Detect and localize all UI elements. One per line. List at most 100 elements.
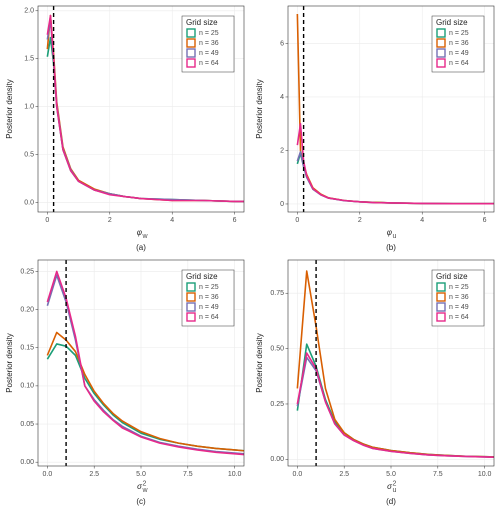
x-axis-label-sub: w: [142, 233, 149, 240]
y-tick-label: 2: [280, 147, 284, 154]
y-tick-label: 0.75: [270, 290, 284, 297]
y-tick-label: 0.50: [270, 345, 284, 352]
legend-key: [186, 312, 196, 322]
legend-label: n = 36: [199, 294, 219, 301]
legend-label: n = 25: [199, 30, 219, 37]
legend-key: [186, 28, 196, 38]
x-axis-label: φ: [137, 228, 142, 237]
y-axis-label: Posterior density: [5, 333, 14, 393]
legend-label: n = 49: [199, 50, 219, 57]
x-tick-label: 4: [170, 217, 174, 224]
plot-border: [287, 259, 495, 467]
y-tick-label: 0.5: [24, 151, 34, 158]
legend-key: [436, 302, 446, 312]
y-tick-label: 0.00: [270, 456, 284, 463]
plot-border: [37, 259, 245, 467]
panel-caption: (a): [136, 243, 146, 252]
series-line: [46, 14, 244, 203]
x-tick-label: 7.5: [433, 471, 443, 478]
y-axis-label: Posterior density: [5, 79, 14, 139]
x-tick-label: 2: [358, 217, 362, 224]
y-tick-label: 0: [280, 201, 284, 208]
y-tick-label: 1.5: [24, 56, 34, 63]
legend-key: [436, 312, 446, 322]
legend-label: n = 64: [449, 60, 469, 67]
legend-key: [436, 282, 446, 292]
series-line: [46, 331, 245, 452]
y-axis-label: Posterior density: [255, 333, 264, 393]
x-tick-label: 0.0: [42, 471, 52, 478]
legend-label: n = 25: [449, 30, 469, 37]
y-axis-label: Posterior density: [255, 79, 264, 139]
panel-caption: (d): [386, 497, 396, 506]
y-tick-label: 0.10: [20, 383, 34, 390]
panel-caption: (c): [136, 497, 146, 506]
legend-key: [186, 292, 196, 302]
y-tick-label: 0.20: [20, 306, 34, 313]
x-axis-label-sup: 2: [393, 480, 397, 487]
panel: 0.00 0.05 0.10 0.15 0.20 0.25 0.0 2.5 5.0 7.5 10.0…: [5, 259, 245, 506]
legend-title: Grid size: [186, 18, 218, 27]
legend-key: [436, 58, 446, 68]
x-axis-label: σ: [137, 482, 143, 491]
x-axis-label-sup: 2: [143, 480, 147, 487]
x-axis-label-sub: u: [393, 233, 397, 240]
y-tick-label: 1.0: [24, 103, 34, 110]
x-tick-label: 0: [45, 217, 49, 224]
legend-label: n = 36: [449, 294, 469, 301]
legend-key: [186, 38, 196, 48]
y-tick-label: 4: [280, 94, 284, 101]
x-axis-label: σ: [387, 482, 393, 491]
legend-key: [436, 292, 446, 302]
x-tick-label: 2: [108, 217, 112, 224]
plot-border: [37, 5, 245, 213]
legend-key: [436, 28, 446, 38]
series-line: [296, 122, 494, 205]
legend-label: n = 25: [449, 284, 469, 291]
legend-label: n = 49: [449, 304, 469, 311]
x-tick-label: 10.0: [478, 471, 492, 478]
x-tick-label: 2.5: [89, 471, 99, 478]
x-axis-label: φ: [387, 228, 392, 237]
legend-label: n = 49: [449, 50, 469, 57]
panel: 0.0 0.5 1.0 1.5 2.0 0 2 4 6 φ w Posterior density (a…: [5, 5, 245, 252]
panel: 0.00 0.25 0.50 0.75 0.0 2.5 5.0 7.5 10.0 σ 2u Poste…: [255, 259, 495, 506]
x-tick-label: 5.0: [136, 471, 146, 478]
y-tick-label: 0.00: [20, 459, 34, 466]
series-line: [296, 352, 495, 458]
legend-label: n = 36: [199, 40, 219, 47]
x-tick-label: 6: [233, 217, 237, 224]
legend-title: Grid size: [186, 272, 218, 281]
x-tick-label: 0.0: [292, 471, 302, 478]
x-tick-label: 0: [295, 217, 299, 224]
x-tick-label: 5.0: [386, 471, 396, 478]
legend-label: n = 25: [199, 284, 219, 291]
x-tick-label: 6: [483, 217, 487, 224]
legend-key: [436, 48, 446, 58]
legend-label: n = 64: [449, 314, 469, 321]
legend-key: [186, 48, 196, 58]
legend-title: Grid size: [436, 18, 468, 27]
y-tick-label: 0.25: [270, 401, 284, 408]
legend-key: [186, 302, 196, 312]
x-axis-label-sub: w: [142, 487, 149, 494]
legend-key: [436, 38, 446, 48]
plot-border: [287, 5, 495, 213]
x-axis-label-sub: u: [393, 487, 397, 494]
panel-caption: (b): [386, 243, 396, 252]
x-tick-label: 4: [420, 217, 424, 224]
y-tick-label: 0.05: [20, 421, 34, 428]
y-tick-label: 2.0: [24, 8, 34, 15]
legend-title: Grid size: [436, 272, 468, 281]
y-tick-label: 0.0: [24, 199, 34, 206]
legend-label: n = 49: [199, 304, 219, 311]
legend-label: n = 64: [199, 314, 219, 321]
x-tick-label: 10.0: [228, 471, 242, 478]
series-line: [46, 270, 245, 456]
y-tick-label: 0.25: [20, 268, 34, 275]
y-tick-label: 6: [280, 40, 284, 47]
legend-key: [186, 282, 196, 292]
y-tick-label: 0.15: [20, 345, 34, 352]
